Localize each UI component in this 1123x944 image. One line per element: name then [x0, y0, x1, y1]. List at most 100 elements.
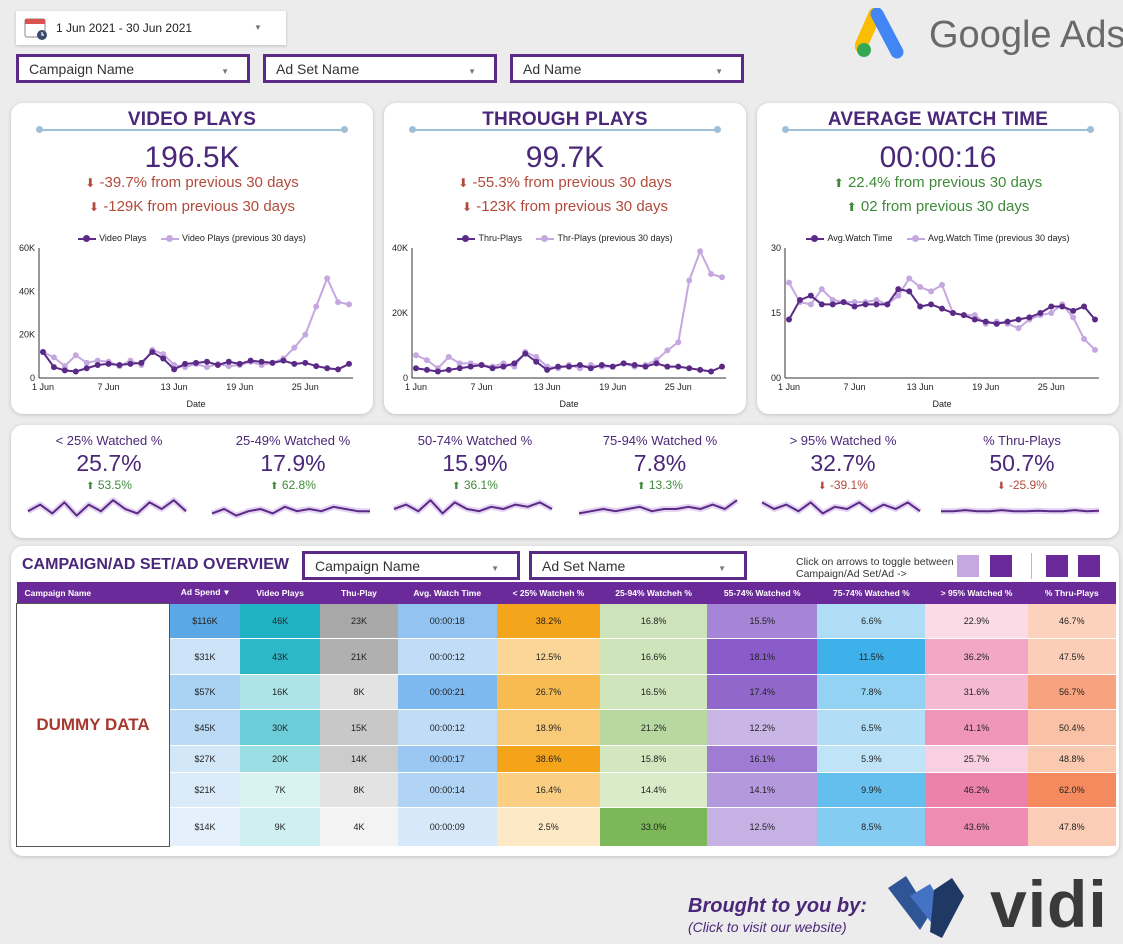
overview-campaign-dropdown[interactable]: Campaign Name ▼: [302, 551, 520, 580]
toggle-level-2-button[interactable]: [990, 555, 1012, 577]
table-row[interactable]: $57K 16K 8K 00:00:21 26.7% 16.5% 17.4% 7.8% 31.6…: [17, 674, 1116, 710]
legend-current: Thru-Plays: [457, 233, 522, 243]
data-point: [225, 358, 232, 365]
legend-previous-label: Thr-Plays (previous 30 days): [557, 233, 673, 243]
table-cell: 43K: [240, 638, 321, 675]
line-chart: 0 20K 40K 60K 1 Jun 7 Jun 13 Jun 19 Jun 25 Jun Da…: [19, 243, 353, 408]
sparkline: [941, 507, 1100, 515]
arrow-up-icon: ⬆: [270, 481, 279, 492]
kpi-value: 00:00:16: [879, 141, 997, 174]
overview-adset-dropdown[interactable]: Ad Set Name ▼: [529, 551, 747, 580]
watch-metric: % Thru-Plays 50.7% ⬇ -25.9%: [937, 433, 1107, 492]
column-header[interactable]: Video Plays: [240, 582, 321, 604]
ad-name-dropdown[interactable]: Ad Name ▼: [510, 54, 744, 83]
chart-legend: Thru-Plays Thr-Plays (previous 30 days): [384, 233, 746, 243]
arrow-down-icon: ⬇: [462, 200, 473, 214]
table-cell: 9.9%: [817, 772, 926, 808]
data-point: [664, 347, 671, 354]
column-header[interactable]: Ad Spend ▾: [169, 582, 241, 604]
data-point: [258, 358, 265, 365]
vidi-logo-text: vidi: [990, 867, 1108, 941]
vidi-logo[interactable]: vidi: [886, 867, 1118, 944]
legend-previous: Avg.Watch Time (previous 30 days): [906, 233, 1070, 243]
data-point: [83, 365, 90, 372]
x-axis-label: Date: [559, 399, 578, 408]
sparkline-line: [761, 501, 921, 515]
sort-descending-icon[interactable]: ▾: [224, 587, 229, 598]
table-row[interactable]: $14K 9K 4K 00:00:09 2.5% 33.0% 12.5% 8.5% 43.6% 4…: [17, 807, 1116, 847]
kpi-title: VIDEO PLAYS: [127, 109, 257, 130]
kpi-delta-percent: ⬇ -39.7% from previous 30 days: [11, 174, 373, 191]
data-point: [413, 352, 419, 359]
column-header[interactable]: > 95% Watched %: [925, 582, 1028, 604]
data-point: [456, 360, 463, 367]
x-tick-label: 1 Jun: [405, 382, 427, 392]
data-point: [1026, 314, 1033, 321]
table-header-row: Campaign Name Ad Spend ▾ Video Plays Thu-Pla…: [16, 582, 1116, 604]
data-point: [796, 297, 803, 303]
toggle-hint: Click on arrows to toggle between Campai…: [796, 556, 954, 580]
table-row[interactable]: $21K 7K 8K 00:00:14 16.4% 14.4% 14.1% 9.9% 46.2%…: [17, 772, 1116, 808]
kpi-delta-percent-text: -39.7% from previous 30 days: [99, 174, 299, 191]
data-point: [203, 358, 210, 365]
kpi-delta-absolute: ⬇ -129K from previous 30 days: [11, 198, 373, 215]
toggle-level-3-button[interactable]: [1046, 555, 1068, 577]
metric-change-text: 62.8%: [281, 478, 316, 492]
watch-metric: 75-94% Watched % 7.8% ⬆ 13.3%: [575, 433, 745, 492]
data-point: [445, 366, 452, 373]
x-tick-label: 19 Jun: [599, 382, 626, 392]
vidi-logo-icon: [888, 876, 964, 938]
table-cell: 15.8%: [600, 745, 708, 773]
data-point: [829, 301, 836, 308]
kpi-content-0: VIDEO PLAYS 196.5K ⬇ -39.7% from previou…: [11, 103, 373, 414]
toggle-level-4-button[interactable]: [1078, 555, 1100, 577]
metric-change: ⬆ 62.8%: [208, 478, 378, 492]
chevron-down-icon: ▼: [254, 23, 262, 32]
column-header[interactable]: < 25% Watcheh %: [496, 582, 601, 604]
kpi-delta-percent-text: -55.3% from previous 30 days: [472, 174, 672, 191]
table-cell: 6.5%: [817, 709, 926, 746]
calendar-icon: [24, 18, 47, 40]
data-point: [982, 318, 989, 325]
legend-previous: Video Plays (previous 30 days): [160, 233, 306, 243]
y-tick-label: 20K: [392, 308, 408, 318]
visit-website-link[interactable]: (Click to visit our website): [688, 919, 847, 935]
kpi-delta-percent: ⬆ 22.4% from previous 30 days: [757, 174, 1119, 191]
date-range-selector[interactable]: 1 Jun 2021 - 30 Jun 2021 ▼: [16, 11, 286, 45]
column-header[interactable]: Avg. Watch Time: [397, 582, 497, 604]
data-point: [335, 366, 342, 373]
table-cell: 21K: [320, 638, 398, 675]
column-header[interactable]: % Thru-Plays: [1027, 582, 1116, 604]
table-row[interactable]: $27K 20K 14K 00:00:17 38.6% 15.8% 16.1% 5.9% 25.…: [17, 745, 1116, 773]
table-cell: 21.2%: [600, 709, 708, 746]
data-point: [917, 303, 924, 310]
table-row[interactable]: $31K 43K 21K 00:00:12 12.5% 16.6% 18.1% 11.5% 36…: [17, 638, 1116, 675]
column-header[interactable]: 55-74% Watched %: [707, 582, 818, 604]
legend-previous-label: Video Plays (previous 30 days): [181, 233, 306, 243]
data-point: [786, 279, 792, 286]
data-point: [884, 301, 891, 308]
google-ads-logo: Google Ads: [855, 6, 1123, 62]
column-header[interactable]: 75-74% Watched %: [817, 582, 926, 604]
data-point: [653, 360, 660, 367]
google-ads-icon: [855, 8, 904, 59]
x-tick-label: 7 Jun: [471, 382, 493, 392]
column-header[interactable]: Thu-Play: [320, 582, 398, 604]
arrow-down-icon: ⬇: [458, 176, 469, 190]
data-point: [203, 364, 210, 371]
table-row[interactable]: DUMMY DATA $116K 46K 23K 00:00:18 38.2% 16.8% 1…: [16, 603, 1116, 847]
campaign-name-dropdown[interactable]: Campaign Name ▼: [16, 54, 250, 83]
toggle-level-1-button[interactable]: [957, 555, 979, 577]
y-tick-label: 0: [30, 373, 35, 383]
ad-set-name-dropdown[interactable]: Ad Set Name ▼: [263, 54, 497, 83]
column-header[interactable]: Campaign Name: [16, 582, 170, 604]
data-point: [960, 312, 967, 319]
column-header[interactable]: 25-94% Watcheh %: [600, 582, 708, 604]
data-point: [555, 363, 562, 370]
table-cell: 00:00:12: [397, 709, 497, 746]
data-point: [533, 353, 540, 360]
data-point: [413, 365, 419, 372]
table-row[interactable]: $45K 30K 15K 00:00:12 18.9% 21.2% 12.2% 6.5% 41.…: [17, 709, 1116, 746]
data-point: [895, 292, 902, 299]
data-point: [533, 358, 540, 365]
